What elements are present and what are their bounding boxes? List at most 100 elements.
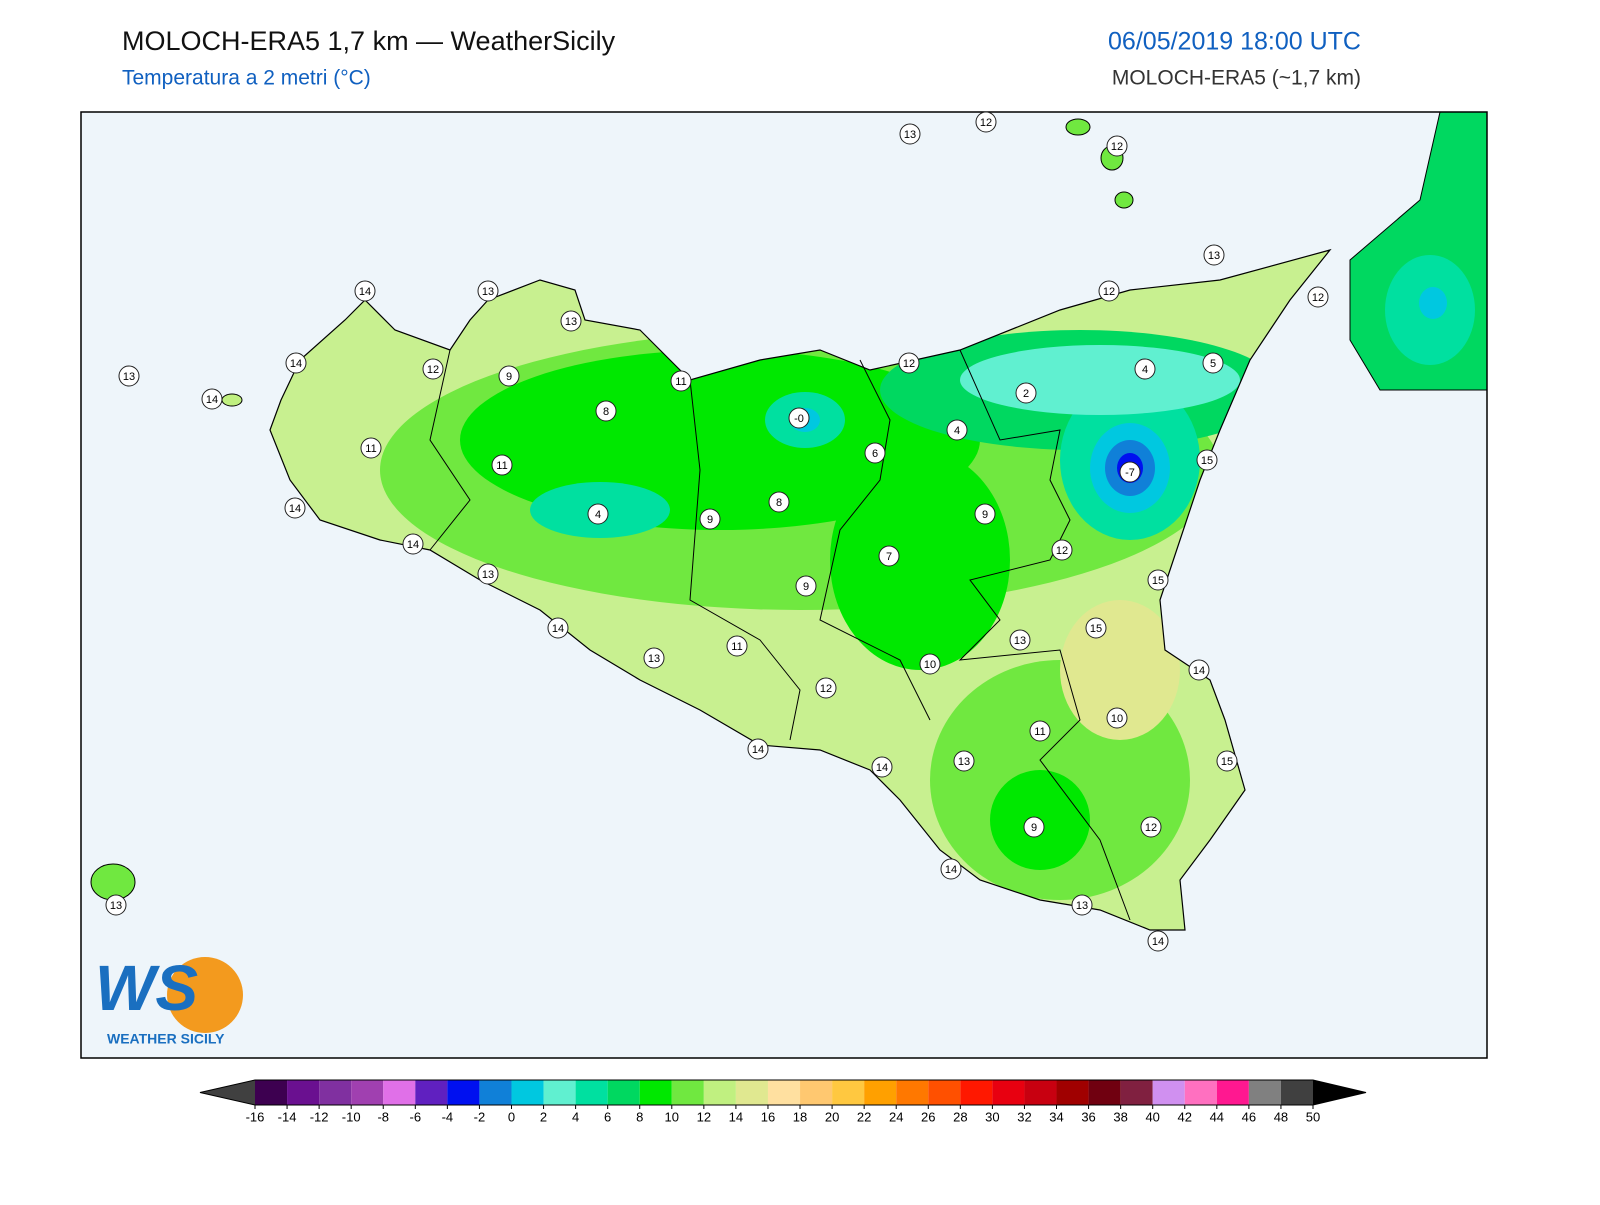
station-marker [1023,816,1045,838]
station-marker [768,491,790,513]
station-marker [1009,629,1031,651]
station-marker [498,365,520,387]
station-label: 8 [603,406,609,418]
colorbar-tick-label: -16 [246,1109,265,1124]
station-marker [1134,358,1156,380]
colorbar-bin [351,1080,384,1105]
colorbar-bin [703,1080,736,1105]
station-marker [953,750,975,772]
colorbar-tick-label: 12 [697,1109,711,1124]
station-marker [974,503,996,525]
station-label: 12 [820,683,832,695]
station-marker [788,407,810,429]
province-borders [429,349,1131,921]
colorbar-tick-label: -6 [410,1109,422,1124]
station-label: 13 [110,900,122,912]
station-marker [643,647,665,669]
colorbar-bin [1248,1080,1281,1105]
logo-text: WS [95,952,198,1024]
logo-sun [167,957,243,1033]
colorbar-bin [255,1080,288,1105]
station-marker [864,442,886,464]
station-label: 4 [954,425,960,437]
colorbar-bin [607,1080,640,1105]
station-marker [1202,352,1224,374]
colorbar-tick-label: 10 [665,1109,679,1124]
colorbar-tick-label: 46 [1242,1109,1256,1124]
station-label: 12 [1312,292,1324,304]
colorbar-bin [864,1080,897,1105]
colorbar-tick-label: 24 [889,1109,903,1124]
island [221,393,243,407]
title: MOLOCH-ERA5 1,7 km — WeatherSicily [122,26,616,56]
colorbar-tick-label: 14 [729,1109,743,1124]
colorbar: -16 -14 -12 -10 -8 -6 -4 -2 0 2 4 6 8 10 12 14 16 18 20 22 2… [199,1079,1367,1124]
station-label: 15 [1201,455,1213,467]
colorbar-bin [928,1080,961,1105]
colorbar-bin [415,1080,448,1105]
station-marker [670,370,692,392]
station-label: 14 [552,623,564,635]
stations: 13 12 12 13 12 12 14 13 13 14 12 9 11 12 13 14 2 4 5 8 -0 4 6 1… [105,111,1329,952]
station-label: 8 [776,497,782,509]
colorbar-bin [479,1080,512,1105]
station-label: 15 [1152,575,1164,587]
station-marker [1071,894,1093,916]
colorbar-tick-label: 40 [1145,1109,1159,1124]
station-label: 14 [752,744,764,756]
station-label: 12 [1056,545,1068,557]
colorbar-bin [735,1080,768,1105]
station-marker [1188,659,1210,681]
colorbar-bin [896,1080,929,1105]
station-marker [1307,286,1329,308]
station-marker [975,111,997,133]
station-label: 5 [1210,358,1216,370]
colorbar-tick-label: 20 [825,1109,839,1124]
colorbar-bin [800,1080,833,1105]
station-marker [1015,382,1037,404]
colorbar-bin [1280,1080,1313,1105]
station-label: 2 [1023,388,1029,400]
station-label: 12 [980,117,992,129]
colorbar-tick-label: 38 [1113,1109,1127,1124]
land [90,112,1487,931]
station-marker [284,497,306,519]
colorbar-under [200,1080,255,1105]
station-marker [360,437,382,459]
station-label: 9 [506,371,512,383]
station-marker [587,503,609,525]
station-marker [946,419,968,441]
colorbar-tick-label: 22 [857,1109,871,1124]
station-marker [815,677,837,699]
station-label: 13 [565,316,577,328]
island [1114,191,1134,209]
station-marker [201,388,223,410]
island [1065,118,1091,136]
station-marker [285,352,307,374]
station-marker [422,358,444,380]
station-label: 10 [1111,713,1123,725]
colorbar-tick-label: 4 [572,1109,579,1124]
station-marker [118,365,140,387]
colorbar-tick-label: 26 [921,1109,935,1124]
station-label: -0 [794,413,804,425]
station-marker [747,738,769,760]
station-marker [1051,539,1073,561]
colorbar-bin [639,1080,672,1105]
station-marker [940,858,962,880]
colorbar-tick-label: 16 [761,1109,775,1124]
colorbar-bin [1184,1080,1217,1105]
logo: WS WEATHER SICILY [95,952,243,1047]
station-marker [1216,750,1238,772]
colorbar-bin [1056,1080,1089,1105]
station-label: 14 [290,358,302,370]
station-label: 13 [1076,900,1088,912]
colorbar-tick-label: 50 [1306,1109,1320,1124]
station-marker [795,575,817,597]
station-label: 9 [803,581,809,593]
colorbar-bin [1120,1080,1153,1105]
station-label: 6 [872,448,878,460]
station-marker [477,280,499,302]
station-marker [1147,930,1169,952]
colorbar-tick-label: -10 [342,1109,361,1124]
